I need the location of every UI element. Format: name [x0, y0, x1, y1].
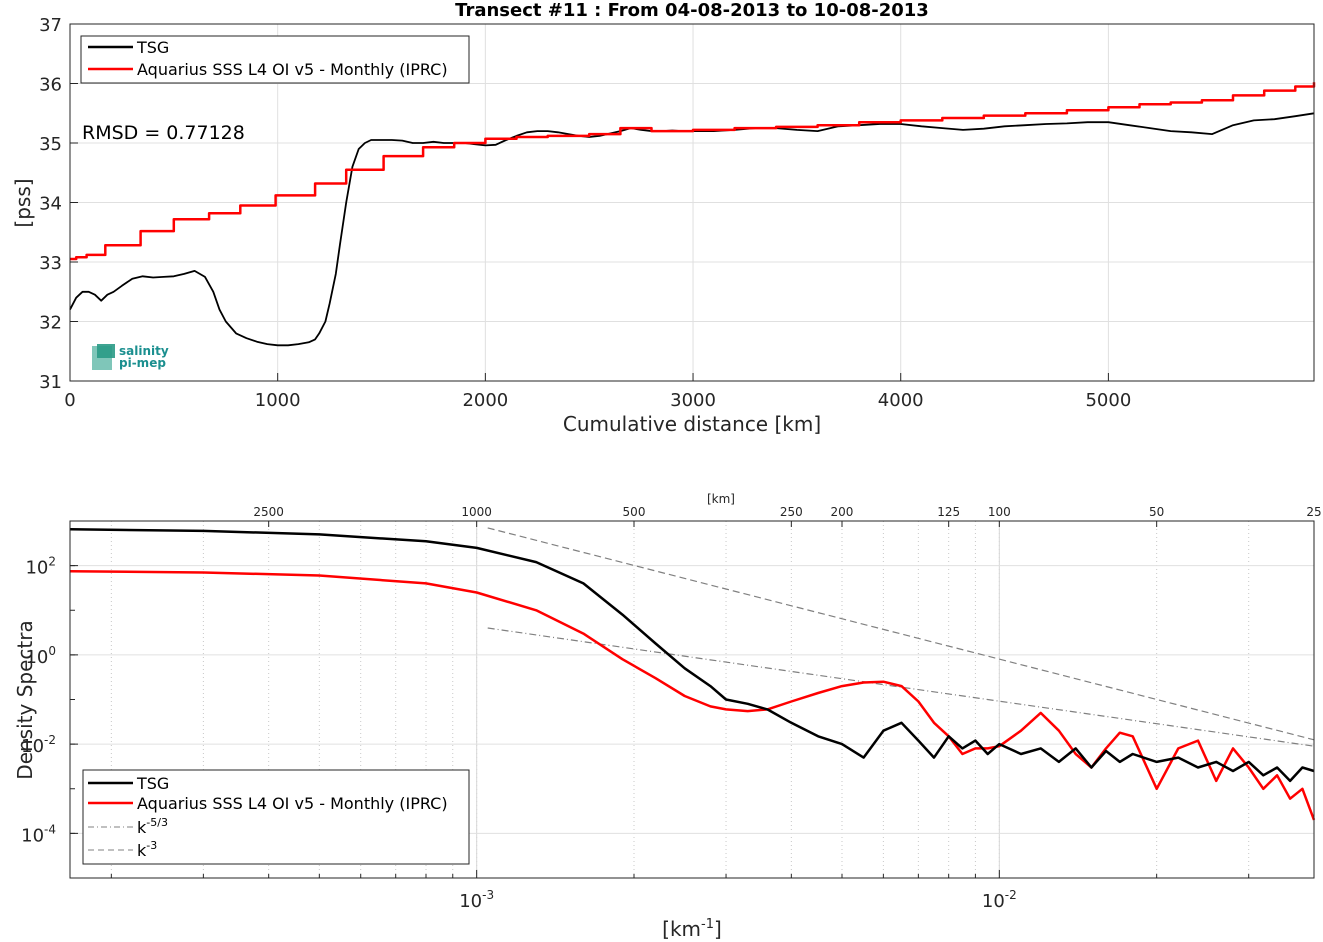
top-axis-label: [km] [707, 492, 735, 506]
top-tick-label: 100 [988, 505, 1011, 519]
data-series [69, 527, 1316, 821]
x-tick-label: 2000 [462, 390, 508, 411]
x-tick-label: 3000 [670, 390, 716, 411]
series-line-k3 [487, 527, 1315, 741]
legend: TSG Aquarius SSS L4 OI v5 - Monthly (IPR… [80, 35, 470, 84]
series-line-tsg [69, 112, 1315, 347]
density-spectra-plot: 10-3 10-2 2500 1000 500 250 200 125 100 50 25 10-… [13, 492, 1322, 941]
x-tick-label: 0 [64, 390, 75, 411]
top-tick-label: 25 [1306, 505, 1321, 519]
x-axis-label: Cumulative distance [km] [563, 412, 821, 436]
y-tick-label: 36 [39, 75, 62, 96]
legend-box [82, 769, 470, 865]
top-tick-label: 2500 [253, 505, 284, 519]
x-tick-label: 10-2 [982, 888, 1017, 912]
x-axis-label: [km-1] [662, 917, 722, 941]
chart-title: Transect #11 : From 04-08-2013 to 10-08-… [455, 0, 929, 21]
svg-text:pi-mep: pi-mep [119, 356, 166, 370]
gridlines [70, 24, 1314, 381]
x-tick-label: 1000 [255, 390, 301, 411]
y-axis-label: [pss] [11, 178, 35, 227]
top-tick-label: 250 [780, 505, 803, 519]
top-tick-label: 50 [1149, 505, 1164, 519]
salinity-transect-plot: Transect #11 : From 04-08-2013 to 10-08-… [11, 0, 1316, 436]
y-tick-label: 102 [25, 555, 56, 579]
y-axis-ticks: 31 32 33 34 35 36 37 [39, 15, 78, 393]
top-axis-ticks: 2500 1000 500 250 200 125 100 50 25 [253, 505, 1322, 527]
y-axis-label: Density Spectra [13, 620, 37, 779]
data-series [69, 82, 1316, 347]
x-axis-ticks: 0 1000 2000 3000 4000 5000 [64, 373, 1131, 411]
top-tick-label: 200 [831, 505, 854, 519]
top-tick-label: 125 [937, 505, 960, 519]
legend-label-tsg: TSG [136, 774, 169, 793]
x-tick-label: 4000 [878, 390, 924, 411]
top-tick-label: 1000 [461, 505, 492, 519]
y-tick-label: 10-4 [21, 822, 56, 846]
plot-frame [69, 23, 1315, 382]
y-tick-label: 33 [39, 253, 62, 274]
y-tick-label: 32 [39, 313, 62, 334]
rmsd-annotation: RMSD = 0.77128 [82, 122, 245, 144]
legend-label-aquarius: Aquarius SSS L4 OI v5 - Monthly (IPRC) [137, 60, 448, 79]
legend-box [80, 35, 470, 84]
legend-label-aquarius: Aquarius SSS L4 OI v5 - Monthly (IPRC) [137, 794, 448, 813]
series-line-aquarius [69, 569, 1316, 821]
series-line-aquarius [70, 82, 1316, 261]
legend: TSG Aquarius SSS L4 OI v5 - Monthly (IPR… [82, 769, 470, 865]
x-tick-label: 10-3 [459, 888, 494, 912]
top-tick-label: 500 [623, 505, 646, 519]
svg-text:salinity: salinity [119, 344, 169, 358]
y-tick-label: 31 [39, 372, 62, 393]
legend-label-tsg: TSG [136, 38, 169, 57]
y-tick-label: 34 [39, 194, 62, 215]
series-line-tsg [69, 528, 1315, 783]
y-tick-label: 37 [39, 15, 62, 36]
x-tick-label: 5000 [1085, 390, 1131, 411]
salinity-pi-mep-logo: salinity pi-mep [92, 344, 169, 370]
y-tick-label: 35 [39, 134, 62, 155]
plot-frame [69, 520, 1315, 879]
